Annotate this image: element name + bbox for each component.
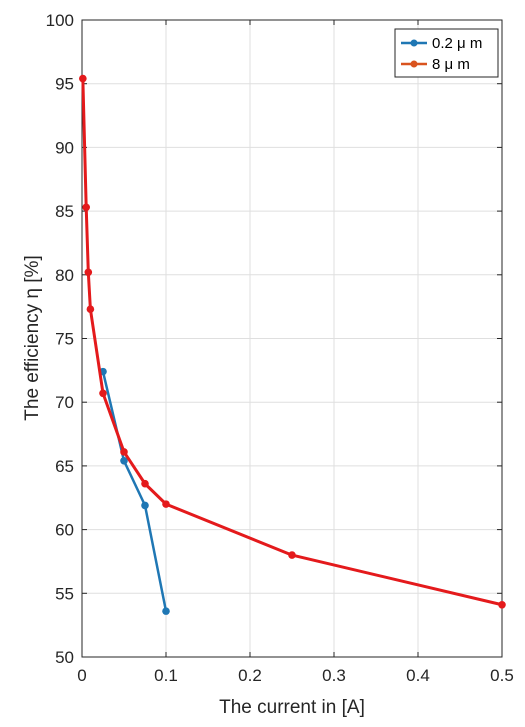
y-tick-label: 70 bbox=[55, 393, 74, 412]
data-point-s0-1 bbox=[120, 457, 128, 465]
x-tick-label: 0.3 bbox=[322, 666, 346, 685]
y-axis-label: The efficiency η [%] bbox=[22, 255, 43, 420]
data-point-s1-3 bbox=[86, 305, 95, 313]
ticks: 0 0.1 0.2 0.3 0.4 0.5 50 55 60 65 70 75 80 85 90 95 100 bbox=[46, 11, 514, 685]
y-tick-label: 90 bbox=[55, 138, 74, 157]
y-tick-label: 80 bbox=[55, 266, 74, 285]
y-tick-label: 65 bbox=[55, 457, 74, 476]
data-point-s0-2 bbox=[141, 501, 149, 510]
x-axis-label: The current in [A] bbox=[219, 697, 365, 718]
data-point-s1-4 bbox=[99, 389, 107, 398]
series-layer bbox=[79, 74, 506, 615]
y-tick-label: 55 bbox=[55, 584, 74, 603]
legend-label-0: 0.2 μ m bbox=[432, 35, 482, 52]
x-tick-label: 0.5 bbox=[490, 666, 514, 685]
data-point-s1-6 bbox=[141, 479, 149, 488]
y-tick-label: 75 bbox=[55, 330, 74, 349]
legend-marker-0 bbox=[410, 39, 418, 47]
data-point-s1-2 bbox=[84, 268, 93, 277]
data-point-s1-0 bbox=[79, 74, 87, 83]
data-point-s1-8 bbox=[288, 551, 296, 559]
data-point-s0-3 bbox=[162, 607, 170, 615]
legend: 0.2 μ m 8 μ m bbox=[394, 28, 499, 78]
series-line-0 bbox=[101, 371, 168, 612]
x-tick-label: 0.2 bbox=[238, 666, 262, 685]
x-tick-label: 0.1 bbox=[154, 666, 178, 685]
data-point-s1-1 bbox=[82, 203, 90, 212]
legend-box bbox=[394, 28, 499, 78]
y-tick-label: 85 bbox=[55, 202, 74, 221]
data-point-s1-9 bbox=[498, 600, 506, 609]
legend-marker-1 bbox=[410, 60, 418, 68]
series-line-1 bbox=[81, 78, 503, 607]
data-point-s1-7 bbox=[162, 500, 170, 508]
y-tick-label: 50 bbox=[55, 648, 74, 667]
x-tick-label: 0.4 bbox=[406, 666, 430, 685]
x-tick-label: 0 bbox=[77, 666, 86, 685]
y-tick-label: 100 bbox=[46, 11, 74, 30]
legend-label-1: 8 μ m bbox=[432, 56, 470, 73]
y-tick-label: 60 bbox=[55, 521, 74, 540]
y-tick-label: 95 bbox=[55, 75, 74, 94]
data-point-s1-5 bbox=[120, 448, 128, 456]
grid bbox=[81, 19, 503, 658]
